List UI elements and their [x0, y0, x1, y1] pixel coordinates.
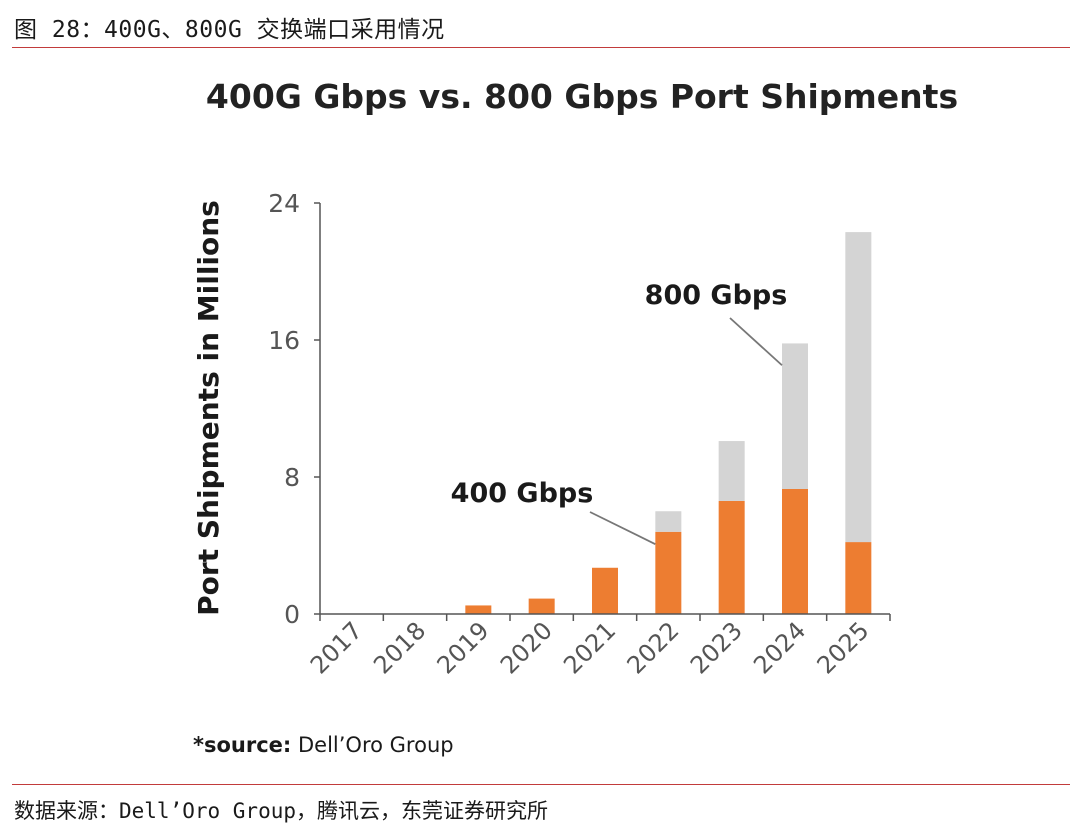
y-tick-label: 16 [268, 326, 300, 355]
x-tick-label: 2017 [305, 616, 368, 679]
chart-title: 400G Gbps vs. 800 Gbps Port Shipments [206, 77, 958, 116]
y-tick-label: 8 [284, 463, 300, 492]
x-tick-label: 2025 [812, 616, 875, 679]
y-axis-label: Port Shipments in Millions [192, 200, 225, 616]
bar-400g-2020 [528, 598, 555, 614]
annotations: 800 Gbps 400 Gbps [451, 280, 788, 545]
annotation-leader-line [589, 511, 656, 545]
bar-400g-2024 [782, 488, 808, 614]
y-tick-label: 0 [284, 600, 300, 629]
x-tick-label: 2018 [368, 616, 431, 679]
bar-800g-2024 [782, 343, 808, 489]
x-tick-label: 2023 [685, 616, 748, 679]
bar-400g-2025 [845, 542, 872, 614]
x-tick-label: 2022 [622, 616, 685, 679]
bottom-divider [12, 784, 1070, 785]
x-tick-label: 2024 [748, 616, 811, 679]
x-tick-label: 2020 [495, 616, 558, 679]
bar-800g-2022 [655, 511, 682, 532]
bar-800g-2023 [718, 441, 745, 501]
top-divider [12, 47, 1070, 48]
figure-caption: 图 28：400G、800G 交换端口采用情况 [14, 17, 445, 43]
annotation-leader-line [729, 317, 783, 366]
x-tick-label: 2019 [432, 616, 495, 679]
x-tick-label: 2021 [558, 616, 621, 679]
annotation-label: 400 Gbps [451, 478, 594, 509]
y-axis: 0 8 16 24 [268, 189, 321, 629]
bar-400g-2019 [465, 605, 492, 614]
x-ticks: 2017 2018 2019 2020 2021 2022 2023 2024 2025 [305, 614, 891, 679]
data-source: 数据来源：Dell’Oro Group，腾讯云，东莞证券研究所 [14, 799, 549, 823]
chart: 400G Gbps vs. 800 Gbps Port Shipments Po… [192, 77, 958, 757]
y-tick-label: 24 [268, 189, 300, 218]
bars [465, 232, 872, 614]
chart-source-prefix: *source: [193, 733, 291, 757]
chart-source-text: Dell’Oro Group [291, 733, 453, 757]
bar-400g-2022 [655, 531, 682, 614]
bar-400g-2023 [718, 500, 745, 614]
bar-800g-2025 [845, 232, 872, 543]
annotation-label: 800 Gbps [645, 280, 788, 311]
chart-source-note: *source: Dell’Oro Group [193, 733, 454, 757]
bar-400g-2021 [592, 567, 618, 614]
y-ticks: 0 8 16 24 [268, 189, 320, 629]
